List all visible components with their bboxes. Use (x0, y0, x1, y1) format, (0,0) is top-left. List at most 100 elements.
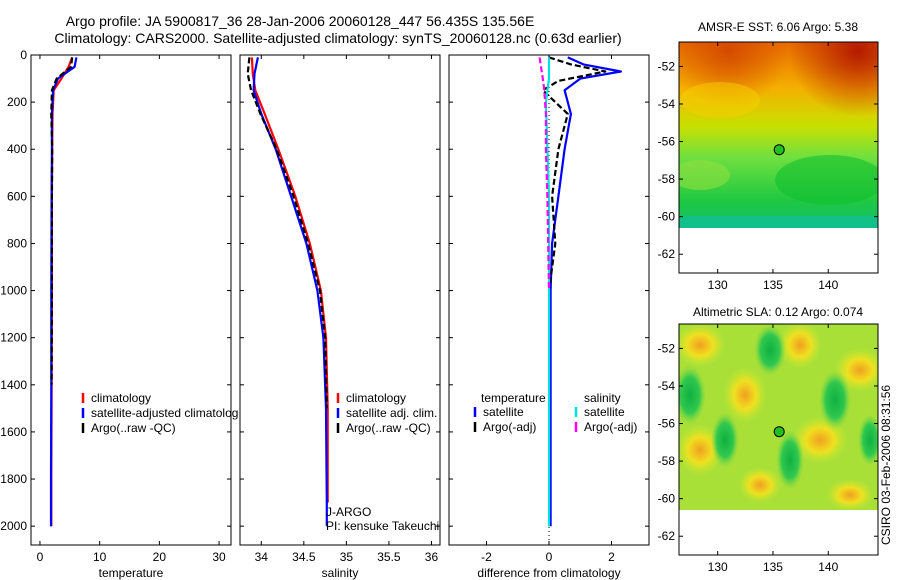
difference-series-line (549, 56, 623, 527)
temperature-x-tick-label: 10 (93, 550, 107, 564)
sst-field-southern-band (679, 216, 878, 228)
depth-tick-label: 2000 (0, 519, 27, 533)
temperature-panel: 0 10 20 30 0 200 400 600 800 1000 1200 1400 1600 1800… (0, 48, 238, 580)
depth-tick-label: 1600 (0, 425, 27, 439)
temperature-legend-label: climatology (91, 391, 151, 405)
salinity-legend-label: satellite adj. clim. (346, 406, 437, 420)
sla-map-title: Altimetric SLA: 0.12 Argo: 0.074 (693, 305, 863, 319)
temperature-legend-label: satellite-adjusted climatolog (91, 406, 238, 420)
map-x-tick-label: 140 (818, 560, 838, 574)
timestamp-watermark: CSIRO 03-Feb-2006 08:31:56 (879, 385, 893, 545)
difference-series-line (541, 56, 607, 291)
map-x-tick-label: 130 (708, 278, 728, 292)
legend-group-temperature: temperature (481, 391, 546, 405)
sst-field-patch (679, 160, 730, 190)
depth-tick-label: 400 (7, 142, 27, 156)
temperature-legend-label: Argo(..raw -QC) (91, 421, 176, 435)
depth-tick-label: 800 (7, 236, 27, 250)
salinity-x-tick-label: 35.5 (377, 550, 401, 564)
map-frame (678, 41, 879, 274)
argo-float-marker (773, 144, 785, 156)
legend-group-salinity: salinity (584, 391, 621, 405)
sla-map-axes: 130 135 140 -52 -54 -56 -58 -60 -62 (658, 323, 879, 574)
temperature-plot-frame (30, 54, 232, 546)
difference-legend-label: Argo(-adj) (483, 420, 536, 434)
sla-field-warm (778, 324, 822, 369)
temperature-series-line (49, 57, 78, 527)
difference-panel: -2 0 2 difference from climatology temperatu… (448, 54, 650, 580)
sla-field-warm (679, 324, 726, 367)
map-y-tick-label: -62 (658, 247, 676, 261)
sla-map: Altimetric SLA: 0.12 Argo: 0.074 130 135 1… (658, 305, 879, 574)
map-y-tick-label: -58 (658, 172, 676, 186)
temperature-x-tick-label: 20 (153, 550, 167, 564)
salinity-series-line (246, 57, 328, 409)
map-y-tick-label: -60 (658, 210, 676, 224)
salinity-x-tick-label: 34 (255, 550, 269, 564)
sst-map-nodata (679, 228, 878, 273)
salinity-legend-label: climatology (346, 391, 406, 405)
difference-legend-label: Argo(-adj) (584, 420, 637, 434)
float-owner-annotation: PI: kensuke Takeuchi (326, 519, 439, 533)
map-x-tick-label: 135 (763, 560, 783, 574)
temperature-x-tick-label: 0 (37, 550, 44, 564)
depth-tick-label: 0 (20, 48, 27, 62)
sla-map-nodata (679, 510, 878, 555)
argo-float-marker (773, 426, 785, 438)
temperature-series-line (50, 57, 74, 385)
sst-map-title: AMSR-E SST: 6.06 Argo: 5.38 (698, 20, 858, 34)
difference-legend-label: satellite (483, 405, 524, 419)
temperature-x-axis-label: temperature (99, 566, 164, 580)
depth-tick-label: 1200 (0, 331, 27, 345)
float-owner-annotation: J-ARGO (326, 505, 371, 519)
map-x-tick-label: 140 (818, 278, 838, 292)
sst-map: AMSR-E SST: 6.06 Argo: 5.38 130 135 140 -52… (658, 20, 879, 292)
difference-legend-label: satellite (584, 405, 625, 419)
map-y-tick-label: -52 (658, 341, 676, 355)
map-y-tick-label: -54 (658, 379, 676, 393)
sla-field-cool (754, 324, 786, 376)
map-x-tick-label: 130 (708, 560, 728, 574)
difference-x-tick-label: 2 (608, 550, 615, 564)
map-y-tick-label: -56 (658, 135, 676, 149)
temperature-x-tick-label: 30 (212, 550, 226, 564)
salinity-x-axis-label: salinity (322, 566, 359, 580)
temperature-series-line (50, 57, 74, 527)
difference-x-axis-label: difference from climatology (477, 566, 620, 580)
map-y-tick-label: -54 (658, 97, 676, 111)
depth-tick-label: 1000 (0, 284, 27, 298)
map-y-tick-label: -58 (658, 454, 676, 468)
sla-field-cool (819, 370, 851, 430)
salinity-series-line (252, 57, 328, 527)
depth-tick-label: 200 (7, 95, 27, 109)
sla-map-field (679, 324, 878, 510)
salinity-x-tick-label: 34.5 (292, 550, 316, 564)
sst-map-field (679, 42, 878, 228)
sla-field-warm (723, 367, 767, 423)
figure-title-line-1: Argo profile: JA 5900817_36 28-Jan-2006 … (66, 13, 535, 29)
sla-field-cool (711, 412, 739, 468)
salinity-legend-label: Argo(..raw -QC) (346, 421, 431, 435)
difference-x-tick-label: 0 (546, 550, 553, 564)
map-x-tick-label: 135 (763, 278, 783, 292)
salinity-x-tick-label: 36 (425, 550, 439, 564)
sla-field-cool (776, 430, 804, 490)
salinity-panel: 34 34.5 35 35.5 36 salinity climatologysatelli… (239, 54, 441, 580)
figure-title-line-2: Climatology: CARS2000. Satellite-adjuste… (54, 30, 621, 46)
sst-field-patch (775, 155, 878, 205)
map-y-tick-label: -60 (658, 492, 676, 506)
sla-field-cool (858, 414, 878, 466)
map-y-tick-label: -52 (658, 59, 676, 73)
salinity-plot-frame (239, 54, 441, 546)
sst-field-patch (680, 82, 760, 118)
sla-field-cool (679, 365, 706, 425)
difference-series-line (538, 57, 551, 291)
map-frame (678, 323, 879, 556)
sst-map-axes: 130 135 140 -52 -54 -56 -58 -60 -62 (658, 41, 879, 292)
sla-field-warm (738, 467, 782, 503)
depth-tick-label: 1800 (0, 472, 27, 486)
map-y-tick-label: -62 (658, 529, 676, 543)
difference-x-tick-label: -2 (481, 550, 492, 564)
depth-tick-label: 600 (7, 189, 27, 203)
